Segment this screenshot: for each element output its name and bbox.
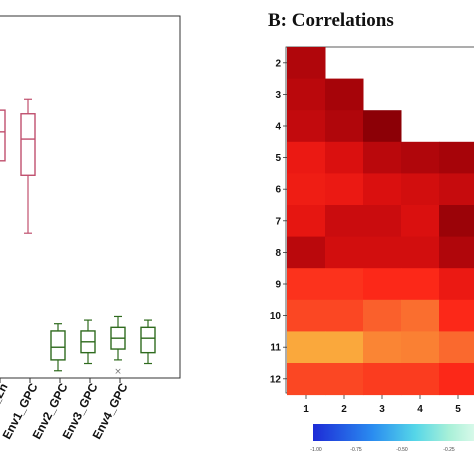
y-tick-label: 7 [275, 216, 281, 227]
heatmap-cell [287, 236, 326, 269]
heatmap-cell [439, 268, 474, 301]
heatmap-cell [439, 141, 474, 174]
boxplot-boxes: × [0, 98, 156, 377]
x-tick-label: 1 [303, 404, 309, 415]
heatmap-cell [439, 205, 474, 238]
y-tick-label: 4 [275, 122, 281, 133]
heatmap-cell [439, 363, 474, 396]
heatmap-cell [325, 205, 364, 238]
box-iqr [50, 330, 66, 361]
colorbar-tick-label: -1.00 [310, 447, 322, 453]
heatmap-cell [287, 331, 326, 364]
box-env4-zn [20, 98, 36, 234]
heatmap-cell [287, 78, 326, 111]
box-iqr [140, 326, 156, 354]
y-tick-label: 12 [270, 374, 282, 385]
y-tick-label: 11 [270, 343, 281, 354]
box-partial-iqr [0, 109, 6, 162]
panel-b-title: B: Correlations [268, 10, 394, 31]
heatmap-cell [363, 141, 402, 174]
heatmap-x-axis: 1 2 3 4 5 [303, 395, 461, 415]
heatmap-cell [325, 236, 364, 269]
y-tick-label: 10 [270, 311, 282, 322]
heatmap-cell [401, 363, 440, 396]
heatmap-cell [287, 205, 326, 238]
box-iqr [20, 113, 36, 176]
heatmap-cell [439, 173, 474, 206]
heatmap-cell [287, 299, 326, 332]
heatmap-cell [287, 47, 326, 80]
x-tick-label: 3 [379, 404, 385, 415]
y-tick-label: 3 [275, 90, 281, 101]
heatmap-cell [363, 236, 402, 269]
panel-a-boxplot: × Env4_ZnEnv1_GPCEnv2_GPCEnv3_GPCEnv4_GP… [0, 15, 181, 442]
y-tick-label: 2 [275, 58, 281, 69]
heatmap-cell [325, 173, 364, 206]
box-env3-gpc: × [110, 315, 126, 377]
heatmap-cell [401, 268, 440, 301]
heatmap-cell [325, 110, 364, 143]
heatmap-cell [401, 299, 440, 332]
heatmap-cell [363, 299, 402, 332]
heatmap-cell [325, 363, 364, 396]
heatmap-cell [401, 331, 440, 364]
box-env1-gpc [50, 323, 66, 372]
heatmap-cell [363, 110, 402, 143]
y-tick-label: 6 [275, 185, 281, 196]
colorbar [313, 424, 474, 441]
heatmap-cell [363, 363, 402, 396]
heatmap-cell [401, 236, 440, 269]
heatmap-cells [287, 47, 474, 396]
heatmap-cell [363, 173, 402, 206]
heatmap-cell [363, 331, 402, 364]
heatmap-cell [287, 141, 326, 174]
heatmap-cell [325, 78, 364, 111]
colorbar-tick-label: -0.25 [443, 447, 455, 453]
colorbar-ticks: -1.00 -0.75 -0.50 -0.25 [310, 447, 455, 453]
box-outlier: × [114, 367, 122, 377]
heatmap-cell [439, 331, 474, 364]
heatmap-cell [287, 268, 326, 301]
y-tick-label: 9 [275, 280, 281, 291]
colorbar-tick-label: -0.75 [350, 447, 362, 453]
heatmap-cell [325, 331, 364, 364]
heatmap-cell [401, 205, 440, 238]
heatmap-cell [287, 110, 326, 143]
boxplot-plot-frame [0, 15, 181, 379]
y-tick-label: 5 [275, 153, 281, 164]
heatmap-cell [325, 268, 364, 301]
heatmap-cell [363, 205, 402, 238]
x-tick-label: 2 [341, 404, 347, 415]
x-tick-label: 4 [417, 404, 423, 415]
heatmap-cell [439, 236, 474, 269]
heatmap-cell [325, 299, 364, 332]
heatmap-cell [401, 141, 440, 174]
heatmap-cell [363, 268, 402, 301]
y-tick-label: 8 [275, 248, 281, 259]
x-tick-label: 5 [455, 404, 461, 415]
heatmap-y-axis: 2 3 4 5 6 7 8 9 10 11 12 [270, 58, 287, 385]
heatmap-cell [439, 299, 474, 332]
colorbar-tick-label: -0.50 [396, 447, 408, 453]
heatmap-cell [325, 141, 364, 174]
box-env2-gpc [80, 319, 96, 365]
box-env4-gpc [140, 319, 156, 365]
heatmap-cell [287, 363, 326, 396]
heatmap-cell [401, 173, 440, 206]
box-partial [0, 109, 6, 162]
heatmap-cell [287, 173, 326, 206]
